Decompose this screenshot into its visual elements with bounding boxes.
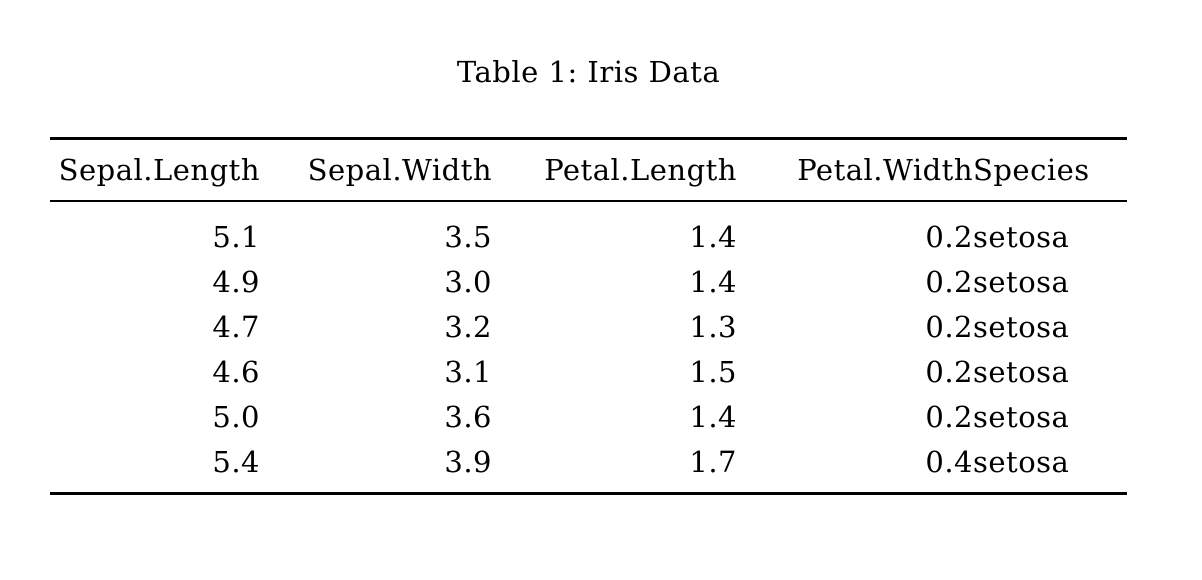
table-caption: Table 1: Iris Data bbox=[456, 55, 721, 89]
table-row: 4.9 3.0 1.4 0.2 setosa bbox=[50, 259, 1127, 304]
table-row: 4.6 3.1 1.5 0.2 setosa bbox=[50, 349, 1127, 394]
cell-species: setosa bbox=[973, 219, 1070, 254]
cell-petal-width: 0.2 bbox=[925, 309, 973, 344]
column-header-sepal-width: Sepal.Width bbox=[260, 138, 492, 202]
cell-petal-width: 0.4 bbox=[925, 444, 973, 479]
table-row: 5.4 3.9 1.7 0.4 setosa bbox=[50, 439, 1127, 494]
iris-data-table: Sepal.Length Sepal.Width Petal.Length Pe… bbox=[50, 137, 1127, 495]
table-header-row: Sepal.Length Sepal.Width Petal.Length Pe… bbox=[50, 138, 1127, 202]
cell-sepal-length: 4.9 bbox=[212, 264, 260, 299]
cell-species: setosa bbox=[973, 354, 1070, 389]
cell-petal-width: 0.2 bbox=[925, 264, 973, 299]
cell-sepal-width: 3.6 bbox=[444, 399, 492, 434]
column-header-petal-width: Petal.Width bbox=[737, 138, 973, 202]
cell-sepal-width: 3.0 bbox=[444, 264, 492, 299]
cell-species: setosa bbox=[973, 309, 1070, 344]
cell-petal-length: 1.4 bbox=[689, 399, 737, 434]
cell-sepal-width: 3.9 bbox=[444, 444, 492, 479]
cell-sepal-length: 4.7 bbox=[212, 309, 260, 344]
cell-petal-width: 0.2 bbox=[925, 219, 973, 254]
cell-species: setosa bbox=[973, 444, 1070, 479]
table-row: 5.0 3.6 1.4 0.2 setosa bbox=[50, 394, 1127, 439]
cell-petal-length: 1.5 bbox=[689, 354, 737, 389]
cell-sepal-length: 5.0 bbox=[212, 399, 260, 434]
cell-sepal-length: 5.4 bbox=[212, 444, 260, 479]
table-row: 4.7 3.2 1.3 0.2 setosa bbox=[50, 304, 1127, 349]
cell-petal-length: 1.4 bbox=[689, 264, 737, 299]
column-header-sepal-length: Sepal.Length bbox=[50, 138, 260, 202]
table-row: 5.1 3.5 1.4 0.2 setosa bbox=[50, 201, 1127, 259]
cell-sepal-width: 3.2 bbox=[444, 309, 492, 344]
cell-sepal-width: 3.1 bbox=[444, 354, 492, 389]
cell-sepal-length: 4.6 bbox=[212, 354, 260, 389]
column-header-petal-length: Petal.Length bbox=[492, 138, 737, 202]
column-header-species: Species bbox=[973, 138, 1127, 202]
cell-petal-length: 1.4 bbox=[689, 219, 737, 254]
cell-sepal-length: 5.1 bbox=[212, 219, 260, 254]
cell-petal-width: 0.2 bbox=[925, 354, 973, 389]
cell-petal-length: 1.7 bbox=[689, 444, 737, 479]
cell-species: setosa bbox=[973, 264, 1070, 299]
cell-sepal-width: 3.5 bbox=[444, 219, 492, 254]
cell-petal-length: 1.3 bbox=[689, 309, 737, 344]
cell-petal-width: 0.2 bbox=[925, 399, 973, 434]
cell-species: setosa bbox=[973, 399, 1070, 434]
